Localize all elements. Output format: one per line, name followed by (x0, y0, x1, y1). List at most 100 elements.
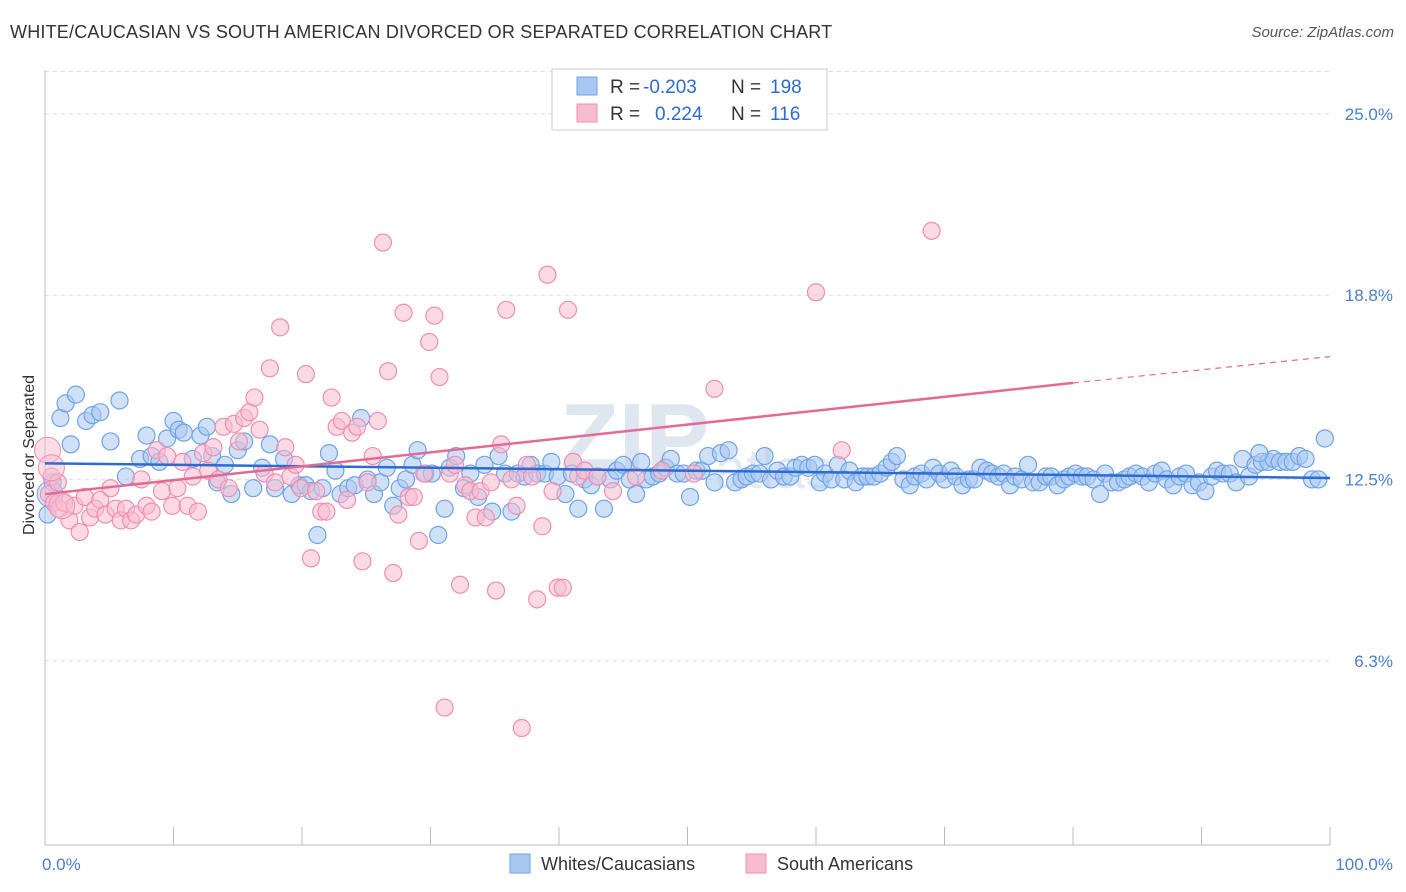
trend-line-south-americans-extension (1072, 356, 1331, 384)
point-whites-164 (1090, 484, 1110, 504)
point-whites-54 (408, 441, 427, 460)
point-south-americans-69 (394, 303, 413, 322)
point-whites-197 (1296, 449, 1315, 469)
series-south-americans (34, 221, 941, 738)
point-south-americans-41 (250, 420, 269, 439)
stats-legend-r-blue: -0.203 (643, 77, 697, 98)
point-whites-199 (1309, 470, 1328, 489)
point-south-americans-52 (307, 482, 326, 501)
stats-legend-n-label-blue: N = (731, 77, 761, 98)
point-whites-130 (887, 446, 907, 466)
point-whites-38 (308, 525, 327, 545)
point-whites-22 (197, 417, 217, 436)
series-whites-caucasians (36, 385, 1334, 545)
x-tick-label-0: 0.0% (42, 855, 81, 874)
point-south-americans-97 (538, 265, 557, 284)
point-south-americans-95 (528, 590, 547, 609)
point-whites-5 (66, 385, 85, 404)
x-tick-labels: 0.0% 100.0% (42, 855, 1393, 874)
point-south-americans-23 (157, 446, 177, 466)
point-south-americans-63 (363, 446, 382, 466)
point-south-americans-80 (450, 575, 470, 594)
point-whites-40 (319, 444, 339, 463)
point-south-americans-20 (142, 502, 161, 521)
stats-legend-n-pink: 116 (770, 104, 800, 125)
point-whites-29 (244, 479, 263, 498)
point-whites-10 (110, 391, 129, 410)
point-south-americans-51 (301, 549, 321, 568)
point-whites-87 (626, 484, 646, 504)
point-south-americans-74 (420, 332, 439, 352)
point-south-americans-75 (425, 306, 444, 325)
point-south-americans-22 (152, 482, 172, 501)
point-south-americans-48 (286, 455, 305, 474)
point-south-americans-113 (922, 221, 941, 240)
stats-legend-box (551, 68, 828, 131)
point-whites-82 (594, 499, 614, 518)
point-south-americans-66 (378, 362, 398, 381)
stats-legend: R = -0.203 N = 198 R = 0.224 N = 116 (551, 68, 828, 131)
point-south-americans-112 (832, 441, 851, 460)
point-south-americans-61 (353, 552, 372, 571)
point-south-americans-50 (296, 365, 315, 384)
point-south-americans-105 (588, 467, 607, 486)
legend-label-south-americans: South Americans (777, 854, 913, 874)
point-south-americans-65 (373, 233, 393, 252)
point-whites-4 (61, 435, 80, 454)
point-south-americans-71 (404, 487, 423, 507)
point-whites-11 (116, 467, 136, 486)
point-south-americans-32 (204, 438, 223, 457)
point-whites-8 (91, 403, 110, 422)
legend-swatch-south-americans (745, 853, 767, 874)
stats-legend-swatch-blue (576, 76, 598, 96)
point-south-americans-55 (322, 388, 341, 407)
point-south-americans-85 (476, 508, 495, 527)
point-whites-102 (719, 441, 738, 460)
point-south-americans-37 (229, 432, 249, 451)
point-whites-100 (705, 473, 724, 492)
chart-source: Source: ZipAtlas.com (1251, 24, 1394, 41)
point-south-americans-101 (558, 300, 578, 319)
point-whites-9 (101, 432, 120, 451)
point-south-americans-111 (806, 283, 826, 302)
point-whites-58 (435, 499, 454, 518)
point-south-americans-73 (414, 464, 434, 483)
y-axis-label: Divorced or Separated (21, 375, 38, 535)
point-south-americans-6 (70, 522, 89, 542)
point-whites-41 (326, 461, 345, 480)
point-whites-200 (1315, 429, 1334, 448)
grid-lines (45, 70, 1330, 662)
point-south-americans-79 (445, 455, 465, 474)
point-whites-57 (429, 525, 448, 545)
point-whites-152 (1018, 455, 1038, 474)
point-south-americans-107 (626, 467, 646, 486)
point-south-americans-64 (368, 411, 387, 431)
point-south-americans-68 (389, 505, 408, 524)
stats-legend-n-label-pink: N = (731, 104, 761, 125)
point-south-americans-46 (276, 438, 295, 457)
point-south-americans-90 (502, 470, 521, 489)
trend-line-whites (44, 462, 1331, 480)
point-south-americans-98 (543, 482, 562, 501)
point-south-americans-54 (317, 502, 336, 521)
point-south-americans-35 (219, 479, 238, 498)
point-south-americans-87 (486, 581, 506, 600)
point-south-americans-45 (271, 318, 290, 337)
point-south-americans-67 (384, 563, 403, 583)
point-south-americans-43 (260, 359, 279, 378)
point-south-americans-25 (168, 479, 187, 498)
point-south-americans-100 (553, 578, 572, 597)
stats-legend-swatch-pink (576, 103, 598, 123)
point-south-americans-109 (684, 464, 704, 483)
point-south-americans-58 (337, 490, 357, 510)
point-whites-78 (569, 499, 588, 518)
point-south-americans-106 (603, 482, 623, 501)
point-south-americans-60 (348, 417, 367, 436)
y-tick-label-2: 18.8% (1345, 286, 1393, 305)
point-south-americans-94 (522, 467, 542, 486)
point-whites-31 (260, 435, 279, 454)
y-tick-label-1: 12.5% (1345, 470, 1393, 489)
trend-line-south-americans (44, 381, 1074, 496)
legend-label-whites: Whites/Caucasians (541, 854, 695, 874)
